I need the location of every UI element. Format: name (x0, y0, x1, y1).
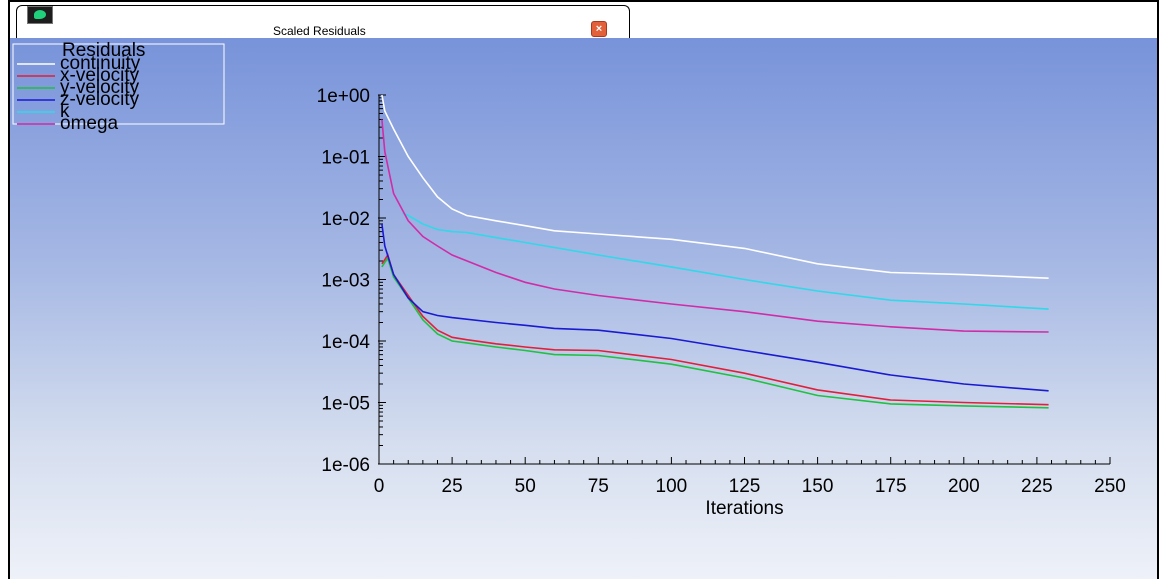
legend-label-x-velocity: x-velocity (60, 65, 140, 86)
series-line-y-velocity (381, 256, 1049, 409)
legend-label-k: k (60, 101, 70, 122)
y-tick-label: 1e-01 (321, 148, 370, 169)
legend-label-z-velocity: z-velocity (60, 89, 140, 110)
x-tick-label: 125 (729, 476, 761, 497)
legend-title: Residuals (62, 40, 145, 61)
x-tick-label: 0 (374, 476, 385, 497)
plot-area: 1e+00 1e-01 1e-02 1e-03 1e-04 1e-05 1e-06 0 25 50… (10, 38, 1157, 579)
legend-box (12, 43, 225, 125)
fluent-app-icon (27, 6, 53, 24)
legend-label-omega: omega (60, 113, 119, 134)
close-icon[interactable]: × (591, 21, 607, 37)
title-bar: Scaled Residuals × (10, 2, 1157, 40)
y-tick-label: 1e+00 (317, 86, 370, 107)
tab-scaled-residuals[interactable]: Scaled Residuals × (16, 5, 630, 40)
series-line-omega (381, 119, 1049, 333)
x-tick-label: 50 (515, 476, 536, 497)
x-axis-title: Iterations (705, 498, 783, 519)
y-tick-label: 1e-05 (321, 394, 370, 415)
x-tick-label: 25 (442, 476, 463, 497)
y-tick-label: 1e-04 (321, 332, 370, 353)
x-tick-label: 75 (588, 476, 609, 497)
legend-label-continuity: continuity (60, 53, 141, 74)
x-tick-label: 175 (875, 476, 907, 497)
x-tick-label: 100 (656, 476, 688, 497)
window-title: Scaled Residuals (273, 24, 366, 38)
series-line-z-velocity (381, 223, 1049, 392)
legend-label-y-velocity: y-velocity (60, 77, 140, 98)
residuals-window: Scaled Residuals × 1e+00 1e-01 1e-02 1e-03 1… (8, 0, 1159, 579)
series-line-continuity (381, 94, 1049, 279)
x-tick-label: 250 (1094, 476, 1126, 497)
x-tick-label: 150 (802, 476, 834, 497)
residuals-chart: 1e+00 1e-01 1e-02 1e-03 1e-04 1e-05 1e-060 25 50… (12, 40, 1126, 519)
y-tick-label: 1e-06 (321, 455, 370, 476)
series-line-k (402, 212, 1049, 310)
y-tick-label: 1e-03 (321, 271, 370, 292)
x-tick-label: 225 (1021, 476, 1053, 497)
y-tick-label: 1e-02 (321, 209, 370, 230)
x-tick-label: 200 (948, 476, 980, 497)
